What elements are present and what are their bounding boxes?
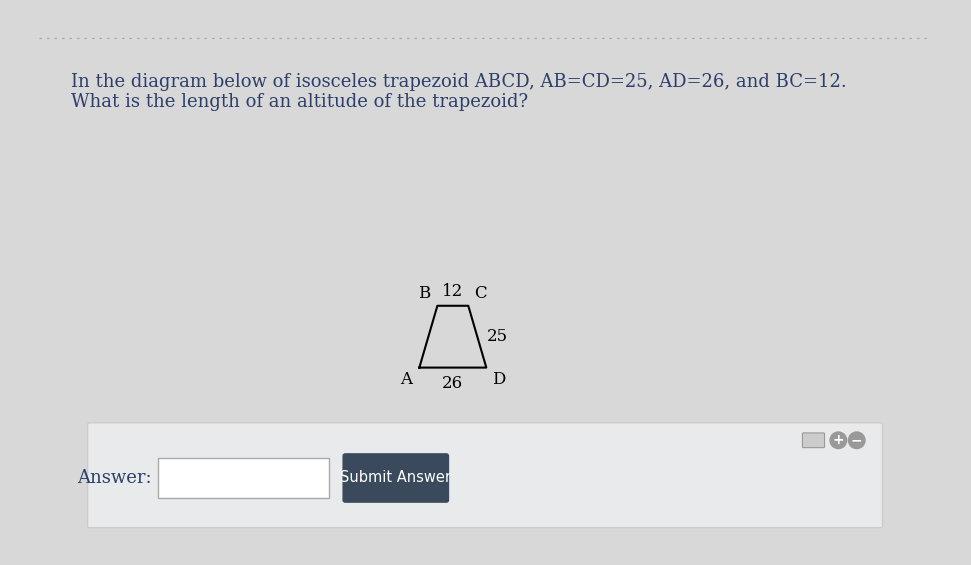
Circle shape: [830, 432, 847, 449]
Text: −: −: [851, 433, 862, 447]
Bar: [158, 458, 328, 498]
Text: C: C: [474, 285, 486, 302]
Text: D: D: [492, 371, 505, 388]
Text: What is the length of an altitude of the trapezoid?: What is the length of an altitude of the…: [71, 93, 528, 111]
Text: Answer:: Answer:: [78, 469, 152, 487]
Circle shape: [849, 432, 865, 449]
Text: 25: 25: [486, 328, 508, 345]
FancyBboxPatch shape: [343, 453, 450, 503]
Text: 12: 12: [442, 283, 463, 300]
Text: In the diagram below of isosceles trapezoid ABCD, AB=CD=25, AD=26, and BC=12.: In the diagram below of isosceles trapez…: [71, 73, 847, 91]
Text: 26: 26: [442, 375, 463, 392]
Text: A: A: [400, 371, 412, 388]
FancyBboxPatch shape: [87, 423, 883, 528]
Text: B: B: [418, 285, 430, 302]
FancyBboxPatch shape: [802, 433, 824, 447]
Text: Submit Answer: Submit Answer: [340, 471, 452, 485]
Text: +: +: [832, 433, 844, 447]
